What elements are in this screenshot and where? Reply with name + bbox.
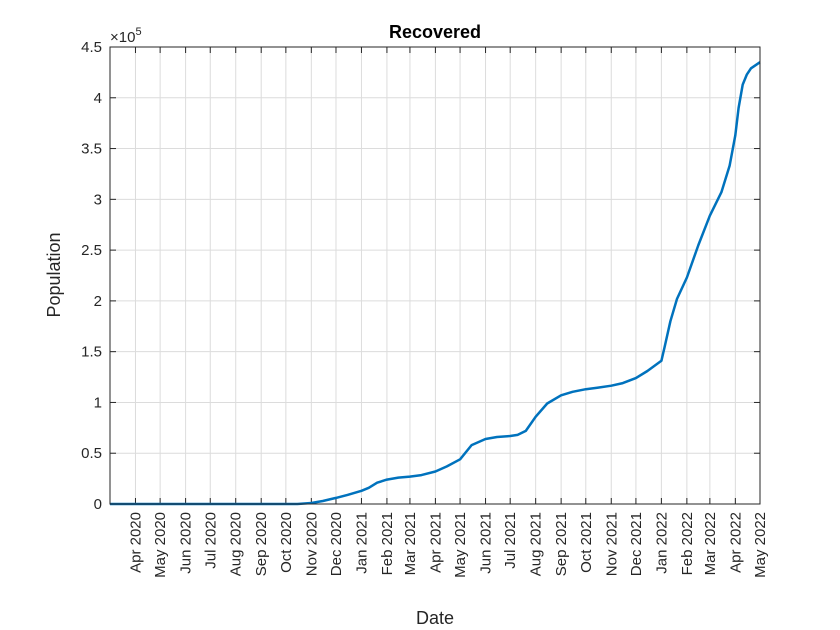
x-axis-label: Date	[416, 608, 454, 628]
x-tick-label: Aug 2020	[228, 512, 245, 576]
y-tick-label: 3	[94, 191, 102, 208]
x-tick-labels: Apr 2020 May 2020 Jun 2020 Jul 2020 Aug 2020…	[127, 512, 769, 578]
plot-box	[109, 46, 761, 505]
x-tick-label: Jul 2020	[202, 512, 219, 569]
y-tick-label: 1.5	[81, 344, 102, 361]
x-tick-label: Apr 2020	[127, 512, 144, 573]
x-tick-label: Oct 2020	[278, 512, 295, 573]
x-tick-label: Jan 2022	[653, 512, 670, 574]
y-axis-label: Population	[44, 232, 64, 317]
x-tick-label: Aug 2021	[528, 512, 545, 576]
x-tick-label: Nov 2020	[303, 512, 320, 576]
y-tick-labels: 0 0.5 1 1.5 2 2.5 3 3.5 4 4.5	[81, 39, 102, 513]
y-exponent-label: ×105	[110, 26, 142, 46]
y-exponent-power: 5	[135, 26, 141, 38]
x-tick-label: Sep 2021	[553, 512, 570, 576]
x-tick-label: Apr 2021	[427, 512, 444, 573]
y-tick-label: 4	[94, 90, 102, 107]
x-tick-label: Dec 2020	[328, 512, 345, 576]
y-tick-label: 4.5	[81, 39, 102, 56]
x-tick-label: May 2022	[752, 512, 769, 578]
x-tick-label: May 2020	[152, 512, 169, 578]
y-tick-label: 1	[94, 394, 102, 411]
x-tick-label: Feb 2021	[379, 512, 396, 575]
x-tick-label: Sep 2020	[253, 512, 270, 576]
x-tick-label: May 2021	[452, 512, 469, 578]
x-tick-label: Feb 2022	[679, 512, 696, 575]
x-tick-label: Mar 2021	[402, 512, 419, 575]
x-tick-label: Jul 2021	[502, 512, 519, 569]
y-tick-label: 3.5	[81, 141, 102, 158]
x-tick-label: Jun 2020	[178, 512, 195, 574]
x-tick-label: Oct 2021	[578, 512, 595, 573]
tick-marks	[110, 46, 761, 505]
y-exponent-base: ×10	[110, 29, 135, 46]
x-tick-label: Jan 2021	[353, 512, 370, 574]
y-tick-label: 2	[94, 293, 102, 310]
chart-title: Recovered	[389, 22, 481, 42]
y-tick-label: 0	[94, 496, 102, 513]
x-tick-label: Mar 2022	[702, 512, 719, 575]
y-tick-label: 2.5	[81, 242, 102, 259]
recovered-series-line	[110, 61, 761, 506]
x-tick-label: Apr 2022	[727, 512, 744, 573]
x-tick-label: Nov 2021	[603, 512, 620, 576]
x-tick-label: Jun 2021	[478, 512, 495, 574]
y-tick-label: 0.5	[81, 445, 102, 462]
x-tick-label: Dec 2021	[628, 512, 645, 576]
